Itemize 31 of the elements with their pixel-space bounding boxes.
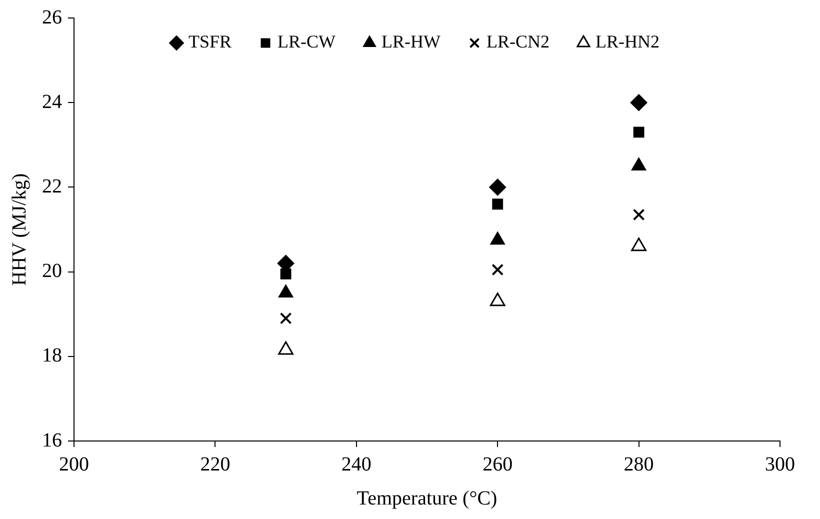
point [492,198,504,210]
x-axis-title: Temperature (°C) [356,487,498,510]
point [490,232,506,245]
x-tick-label: 220 [200,453,230,476]
y-tick-label: 22 [42,175,62,198]
point [631,238,646,252]
y-tick-label: 26 [42,6,62,28]
legend-label: LR-CN2 [486,32,550,52]
y-tick-label: 16 [42,429,62,452]
point [632,208,645,221]
x-tick-label: 280 [624,453,654,476]
point [278,284,294,298]
legend-label: TSFR [188,32,232,52]
x-tick-label: 240 [341,453,372,476]
y-tick-label: 18 [42,344,62,367]
legend-label: LR-CW [278,32,336,52]
legend-label: LR-HW [382,32,441,52]
y-tick-label: 24 [42,90,62,113]
point [490,292,506,306]
legend-label: LR-HN2 [596,32,660,52]
x-tick-label: 200 [59,453,89,476]
point [278,341,294,355]
y-tick-label: 20 [42,260,62,282]
point [633,126,644,138]
point [630,94,648,112]
x-tick-label: 260 [482,453,513,476]
x-tick-label: 300 [765,453,795,476]
point [280,312,292,324]
point [489,178,506,196]
point [492,264,504,276]
y-axis-title: HHV (MJ/kg) [8,173,30,286]
